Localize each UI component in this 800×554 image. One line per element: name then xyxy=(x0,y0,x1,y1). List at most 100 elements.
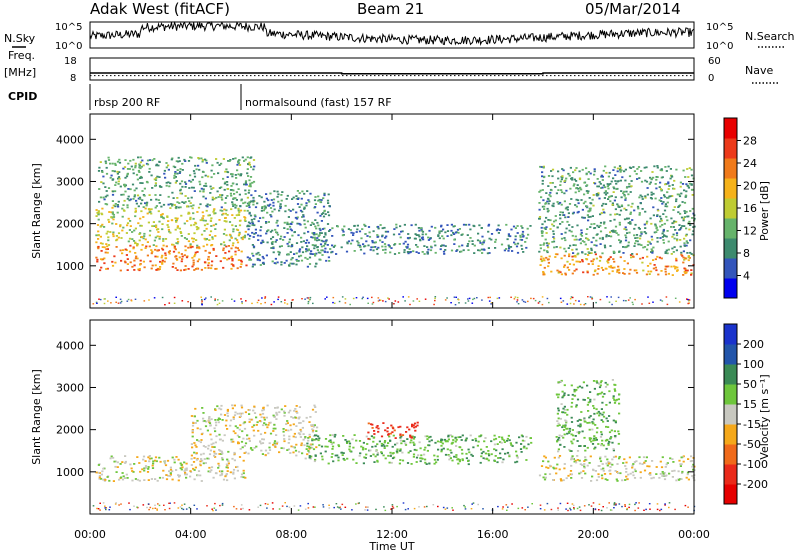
heatmap-cell xyxy=(139,263,142,266)
heatmap-cell xyxy=(640,231,643,234)
heatmap-cell xyxy=(546,207,549,210)
heatmap-cell xyxy=(687,478,690,481)
heatmap-cell xyxy=(424,446,427,449)
heatmap-cell xyxy=(217,299,219,301)
frequency-panel: Freq. [MHz] 18 8 60 0 Nave xyxy=(4,49,780,84)
heatmap-cell xyxy=(348,440,351,443)
heatmap-cell xyxy=(205,420,208,423)
heatmap-cell xyxy=(106,245,109,248)
heatmap-cell xyxy=(180,180,184,183)
heatmap-cell xyxy=(242,202,245,205)
heatmap-cell xyxy=(223,188,226,191)
heatmap-cell xyxy=(353,224,356,227)
heatmap-cell xyxy=(315,434,318,437)
heatmap-cell xyxy=(612,419,615,422)
heatmap-cell xyxy=(589,215,592,218)
heatmap-cell xyxy=(287,253,290,255)
heatmap-cell xyxy=(615,182,618,185)
heatmap-cell xyxy=(160,216,163,218)
heatmap-cell xyxy=(608,401,611,404)
heatmap-cell xyxy=(661,475,664,477)
heatmap-cell xyxy=(612,449,615,452)
heatmap-cell xyxy=(273,442,276,444)
heatmap-cell xyxy=(557,407,560,410)
heatmap-cell xyxy=(331,445,335,448)
heatmap-cell xyxy=(135,255,138,258)
heatmap-cell xyxy=(380,444,383,447)
heatmap-cell xyxy=(516,225,519,227)
heatmap-cell xyxy=(169,231,172,234)
heatmap-cell xyxy=(569,166,572,169)
heatmap-cell xyxy=(253,405,256,408)
heatmap-cell xyxy=(578,472,581,475)
heatmap-cell xyxy=(120,193,123,196)
heatmap-cell xyxy=(126,197,129,200)
heatmap-cell xyxy=(399,236,402,239)
heatmap-cell xyxy=(692,226,695,228)
heatmap-cell xyxy=(259,504,262,507)
heatmap-cell xyxy=(456,228,460,231)
heatmap-cell xyxy=(618,221,621,224)
heatmap-cell xyxy=(194,444,197,447)
heatmap-cell xyxy=(519,238,522,241)
heatmap-cell xyxy=(286,223,289,226)
heatmap-cell xyxy=(599,230,603,233)
heatmap-cell xyxy=(155,205,158,207)
heatmap-cell xyxy=(103,298,106,300)
heatmap-cell xyxy=(315,262,318,265)
heatmap-cell xyxy=(332,296,335,299)
heatmap-cell xyxy=(604,203,608,205)
heatmap-cell xyxy=(315,430,318,432)
heatmap-cell xyxy=(626,508,628,511)
heatmap-cell xyxy=(114,503,117,505)
heatmap-cell xyxy=(563,254,566,257)
heatmap-cell xyxy=(236,241,240,244)
heatmap-cell xyxy=(112,480,115,482)
heatmap-cell xyxy=(587,171,590,173)
heatmap-cell xyxy=(179,467,182,470)
heatmap-cell xyxy=(107,156,110,159)
heatmap-cell xyxy=(274,407,277,409)
heatmap-cell xyxy=(557,202,560,205)
heatmap-cell xyxy=(588,437,591,439)
freq-tick-top: 18 xyxy=(64,56,77,67)
heatmap-cell xyxy=(544,202,547,204)
heatmap-cell xyxy=(590,241,593,244)
heatmap-cell xyxy=(200,296,202,298)
heatmap-cell xyxy=(110,174,113,177)
heatmap-cell xyxy=(582,216,585,219)
heatmap-cell xyxy=(455,250,458,252)
heatmap-cell xyxy=(238,428,241,431)
heatmap-cell xyxy=(227,160,230,162)
heatmap-cell xyxy=(261,412,265,415)
heatmap-cell xyxy=(587,210,591,213)
heatmap-cell xyxy=(214,235,217,237)
heatmap-cell xyxy=(649,176,652,179)
heatmap-cell xyxy=(683,201,687,204)
heatmap-cell xyxy=(584,200,587,203)
heatmap-cell xyxy=(587,251,590,254)
heatmap-cell xyxy=(446,440,449,443)
heatmap-cell xyxy=(616,203,619,206)
heatmap-cell xyxy=(487,450,490,452)
heatmap-cell xyxy=(610,235,613,238)
heatmap-cell xyxy=(187,160,191,162)
heatmap-cell xyxy=(207,214,210,217)
heatmap-cell xyxy=(254,190,257,192)
heatmap-cell xyxy=(152,460,155,463)
heatmap-cell xyxy=(568,263,572,265)
heatmap-cell xyxy=(498,436,501,438)
heatmap-cell xyxy=(235,183,238,186)
heatmap-cell xyxy=(646,248,649,251)
heatmap-cell xyxy=(611,458,614,461)
heatmap-cell xyxy=(126,263,129,265)
heatmap-cell xyxy=(516,251,520,254)
heatmap-cell xyxy=(631,466,634,469)
heatmap-cell xyxy=(671,247,674,250)
heatmap-cell xyxy=(234,246,237,249)
heatmap-cell xyxy=(649,217,652,220)
heatmap-cell xyxy=(308,256,312,259)
heatmap-cell xyxy=(278,451,281,454)
heatmap-cell xyxy=(161,223,164,225)
heatmap-cell xyxy=(375,248,379,251)
